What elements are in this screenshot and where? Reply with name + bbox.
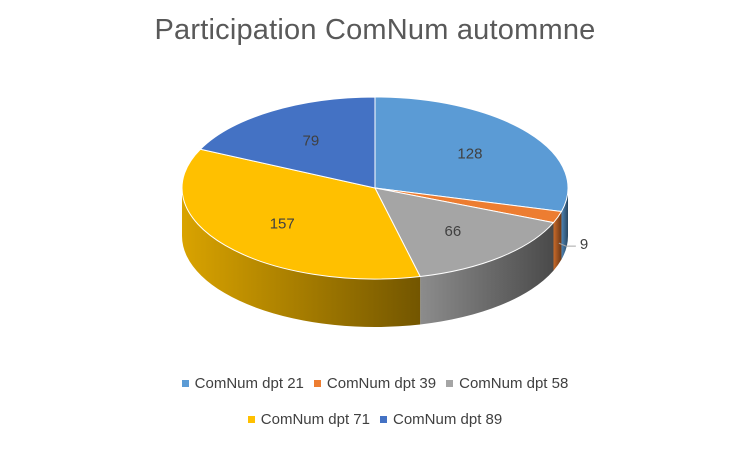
pie-slice-comnum-dpt-21	[374, 96, 569, 213]
legend-row: ComNum dpt 21 ComNum dpt 39 ComNum dpt 58	[0, 375, 750, 392]
pie-slice-side-comnum-dpt-39	[553, 211, 562, 271]
pie-slice-side-comnum-dpt-71	[182, 188, 421, 327]
legend-item: ComNum dpt 39	[313, 375, 437, 392]
legend-swatch	[247, 416, 255, 423]
legend-label: ComNum dpt 21	[194, 375, 304, 392]
data-label-comnum-dpt-89: 79	[303, 132, 320, 149]
legend-item: ComNum dpt 58	[446, 375, 568, 392]
legend-label: ComNum dpt 39	[326, 375, 437, 392]
legend-swatch	[181, 380, 189, 387]
chart-title: Participation ComNum autommne	[154, 14, 596, 46]
data-label-comnum-dpt-39: 9	[580, 236, 588, 253]
legend-swatch	[446, 380, 454, 387]
pie-slice-comnum-dpt-58	[374, 187, 555, 278]
legend-label: ComNum dpt 89	[393, 411, 503, 428]
legend-row: ComNum dpt 71 ComNum dpt 89	[0, 411, 750, 428]
leader-line-comnum-dpt-39	[558, 242, 576, 247]
legend-label: ComNum dpt 58	[459, 375, 569, 392]
legend-item: ComNum dpt 21	[181, 375, 304, 392]
legend-swatch	[380, 416, 387, 423]
legend-item: ComNum dpt 89	[380, 411, 502, 428]
legend-swatch	[313, 380, 321, 387]
data-label-comnum-dpt-58: 66	[445, 223, 462, 240]
data-label-comnum-dpt-71: 157	[270, 216, 295, 233]
data-label-comnum-dpt-21: 128	[457, 146, 482, 163]
pie-slice-comnum-dpt-71	[181, 148, 421, 280]
legend: ComNum dpt 21 ComNum dpt 39 ComNum dpt 58 C…	[0, 375, 750, 447]
pie-slice-comnum-dpt-89	[199, 96, 376, 189]
legend-label: ComNum dpt 71	[260, 411, 370, 428]
pie-slice-side-comnum-dpt-21	[561, 188, 568, 260]
legend-item: ComNum dpt 71	[247, 411, 370, 428]
